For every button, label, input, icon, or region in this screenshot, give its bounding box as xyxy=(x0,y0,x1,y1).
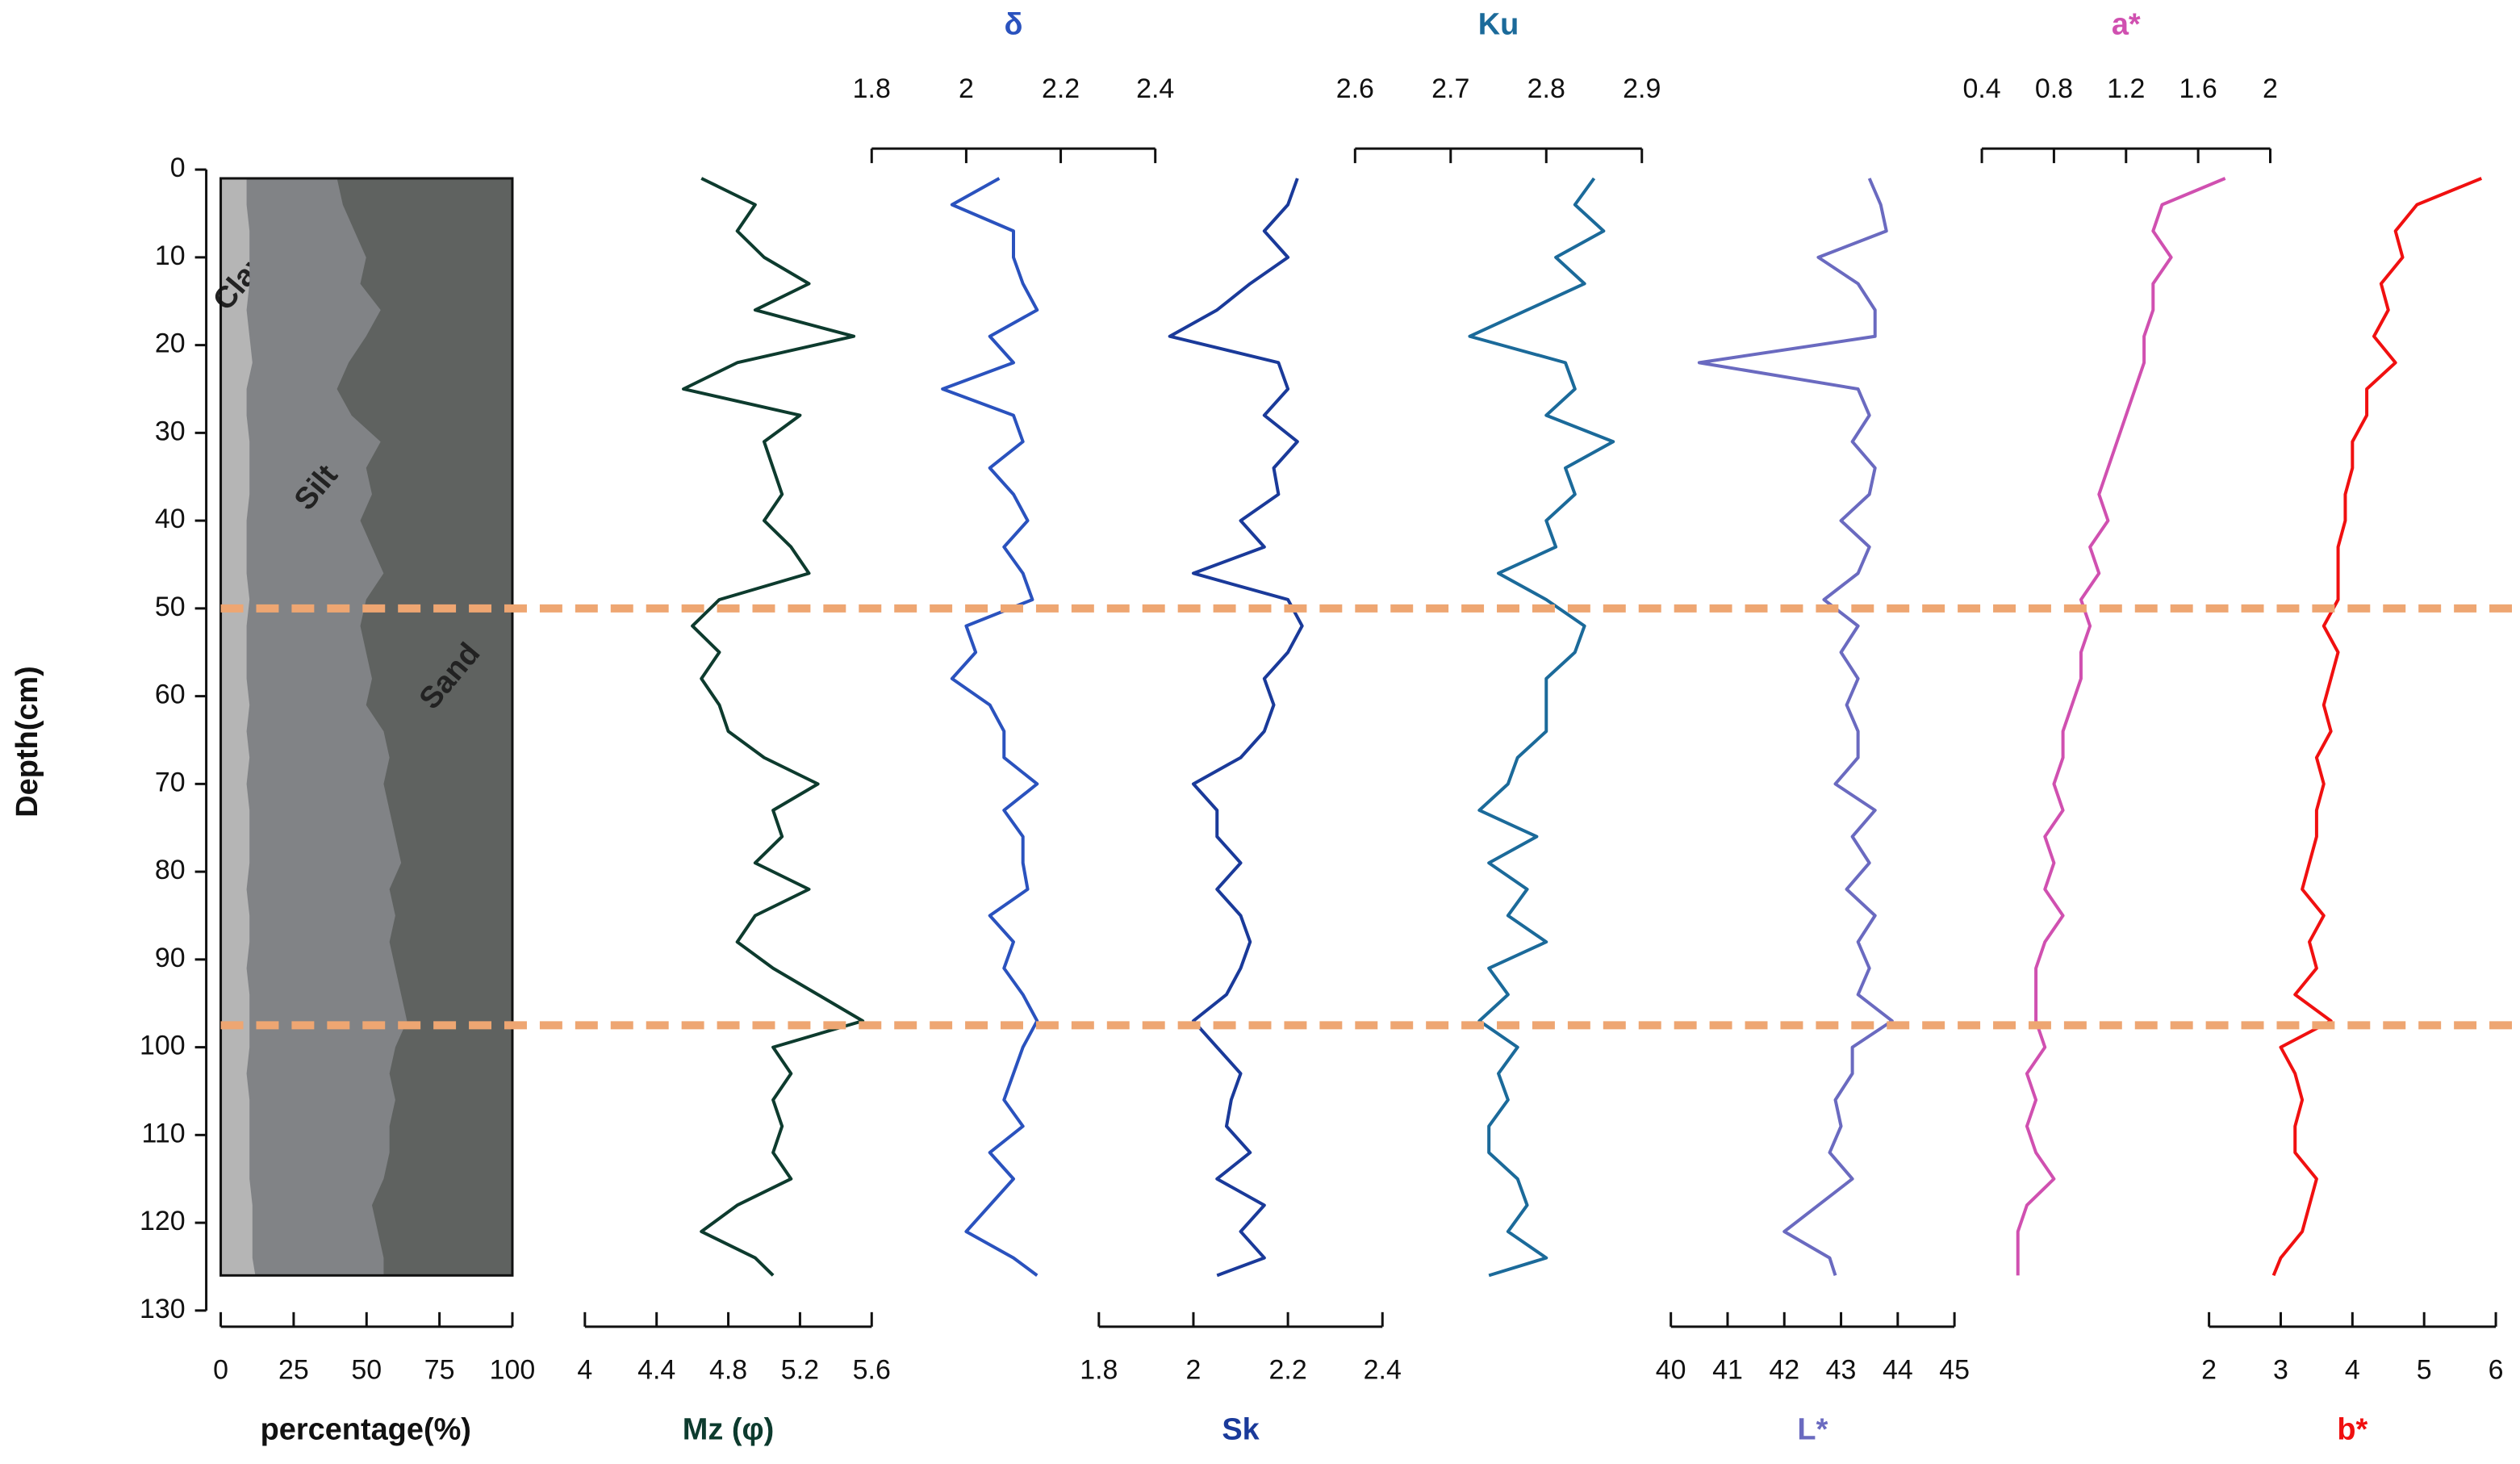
y-tick-label: 60 xyxy=(155,680,186,710)
x-tick-label: 45 xyxy=(1939,1355,1970,1386)
series-line xyxy=(682,177,865,1277)
x-tick-label: 2.6 xyxy=(1336,73,1374,104)
x-tick-label: 5 xyxy=(2417,1355,2432,1386)
x-tick-label: 2 xyxy=(2263,73,2278,104)
x-tick-label: 50 xyxy=(351,1355,382,1386)
x-tick-label: 6 xyxy=(2489,1355,2504,1386)
series-line xyxy=(1468,177,1615,1278)
y-tick-label: 0 xyxy=(170,153,186,183)
x-tick-label: 5.2 xyxy=(781,1355,819,1386)
series-label: Ku xyxy=(1478,7,1519,41)
x-tick-label: 1.6 xyxy=(2179,73,2217,104)
y-tick-label: 70 xyxy=(155,767,186,797)
series-line xyxy=(1168,178,1304,1278)
x-tick-label: 2.4 xyxy=(1364,1355,1402,1386)
series-label: Sk xyxy=(1222,1413,1260,1447)
x-tick-label: 1.2 xyxy=(2107,73,2145,104)
y-axis-label: Depth(cm) xyxy=(10,666,44,818)
x-tick-label: 0.4 xyxy=(1962,73,2000,104)
x-tick-label: 2.9 xyxy=(1623,73,1661,104)
y-tick-label: 10 xyxy=(155,241,186,271)
y-tick-label: 30 xyxy=(155,416,186,446)
y-tick-label: 110 xyxy=(142,1118,186,1148)
series-line xyxy=(1697,178,1894,1276)
x-tick-label: 4 xyxy=(2345,1355,2360,1386)
y-tick-label: 20 xyxy=(155,328,186,359)
series-line xyxy=(2271,177,2483,1277)
y-tick-label: 50 xyxy=(155,592,186,622)
y-tick-label: 100 xyxy=(140,1031,186,1061)
series-line xyxy=(941,177,1039,1277)
x-tick-label: 0 xyxy=(213,1355,228,1386)
series-label: a* xyxy=(2112,7,2141,41)
x-tick-label: 44 xyxy=(1883,1355,1913,1386)
x-tick-label: 41 xyxy=(1712,1355,1743,1386)
y-tick-label: 120 xyxy=(140,1206,186,1236)
x-tick-label: 2 xyxy=(959,73,974,104)
x-tick-label: 5.6 xyxy=(853,1355,891,1386)
x-tick-label: 2.2 xyxy=(1042,73,1080,104)
x-axis-label: percentage(%) xyxy=(261,1413,471,1447)
series-label: b* xyxy=(2337,1413,2367,1447)
series-line xyxy=(2016,177,2226,1276)
x-tick-label: 43 xyxy=(1826,1355,1857,1386)
x-tick-label: 75 xyxy=(424,1355,455,1386)
x-tick-label: 2.4 xyxy=(1136,73,1174,104)
x-tick-label: 4 xyxy=(577,1355,592,1386)
x-tick-label: 2.2 xyxy=(1269,1355,1307,1386)
x-tick-label: 3 xyxy=(2273,1355,2288,1386)
series-label: Mz (φ) xyxy=(683,1413,774,1447)
y-tick-label: 80 xyxy=(155,855,186,885)
x-tick-label: 4.8 xyxy=(709,1355,747,1386)
y-tick-label: 130 xyxy=(140,1294,186,1324)
y-tick-label: 90 xyxy=(155,943,186,973)
x-tick-label: 0.8 xyxy=(2035,73,2073,104)
x-tick-label: 25 xyxy=(278,1355,309,1386)
x-tick-label: 42 xyxy=(1769,1355,1799,1386)
series-label: L* xyxy=(1797,1413,1828,1447)
x-tick-label: 2 xyxy=(2201,1355,2217,1386)
x-tick-label: 2.8 xyxy=(1527,73,1565,104)
x-tick-label: 100 xyxy=(490,1355,536,1386)
x-tick-label: 1.8 xyxy=(853,73,891,104)
panel-frame xyxy=(219,177,514,1277)
x-tick-label: 2.7 xyxy=(1431,73,1469,104)
x-tick-label: 2 xyxy=(1186,1355,1201,1386)
x-tick-label: 1.8 xyxy=(1080,1355,1118,1386)
x-tick-label: 40 xyxy=(1656,1355,1686,1386)
x-tick-label: 4.4 xyxy=(637,1355,675,1386)
y-tick-label: 40 xyxy=(155,504,186,534)
series-label: δ xyxy=(1004,7,1022,41)
